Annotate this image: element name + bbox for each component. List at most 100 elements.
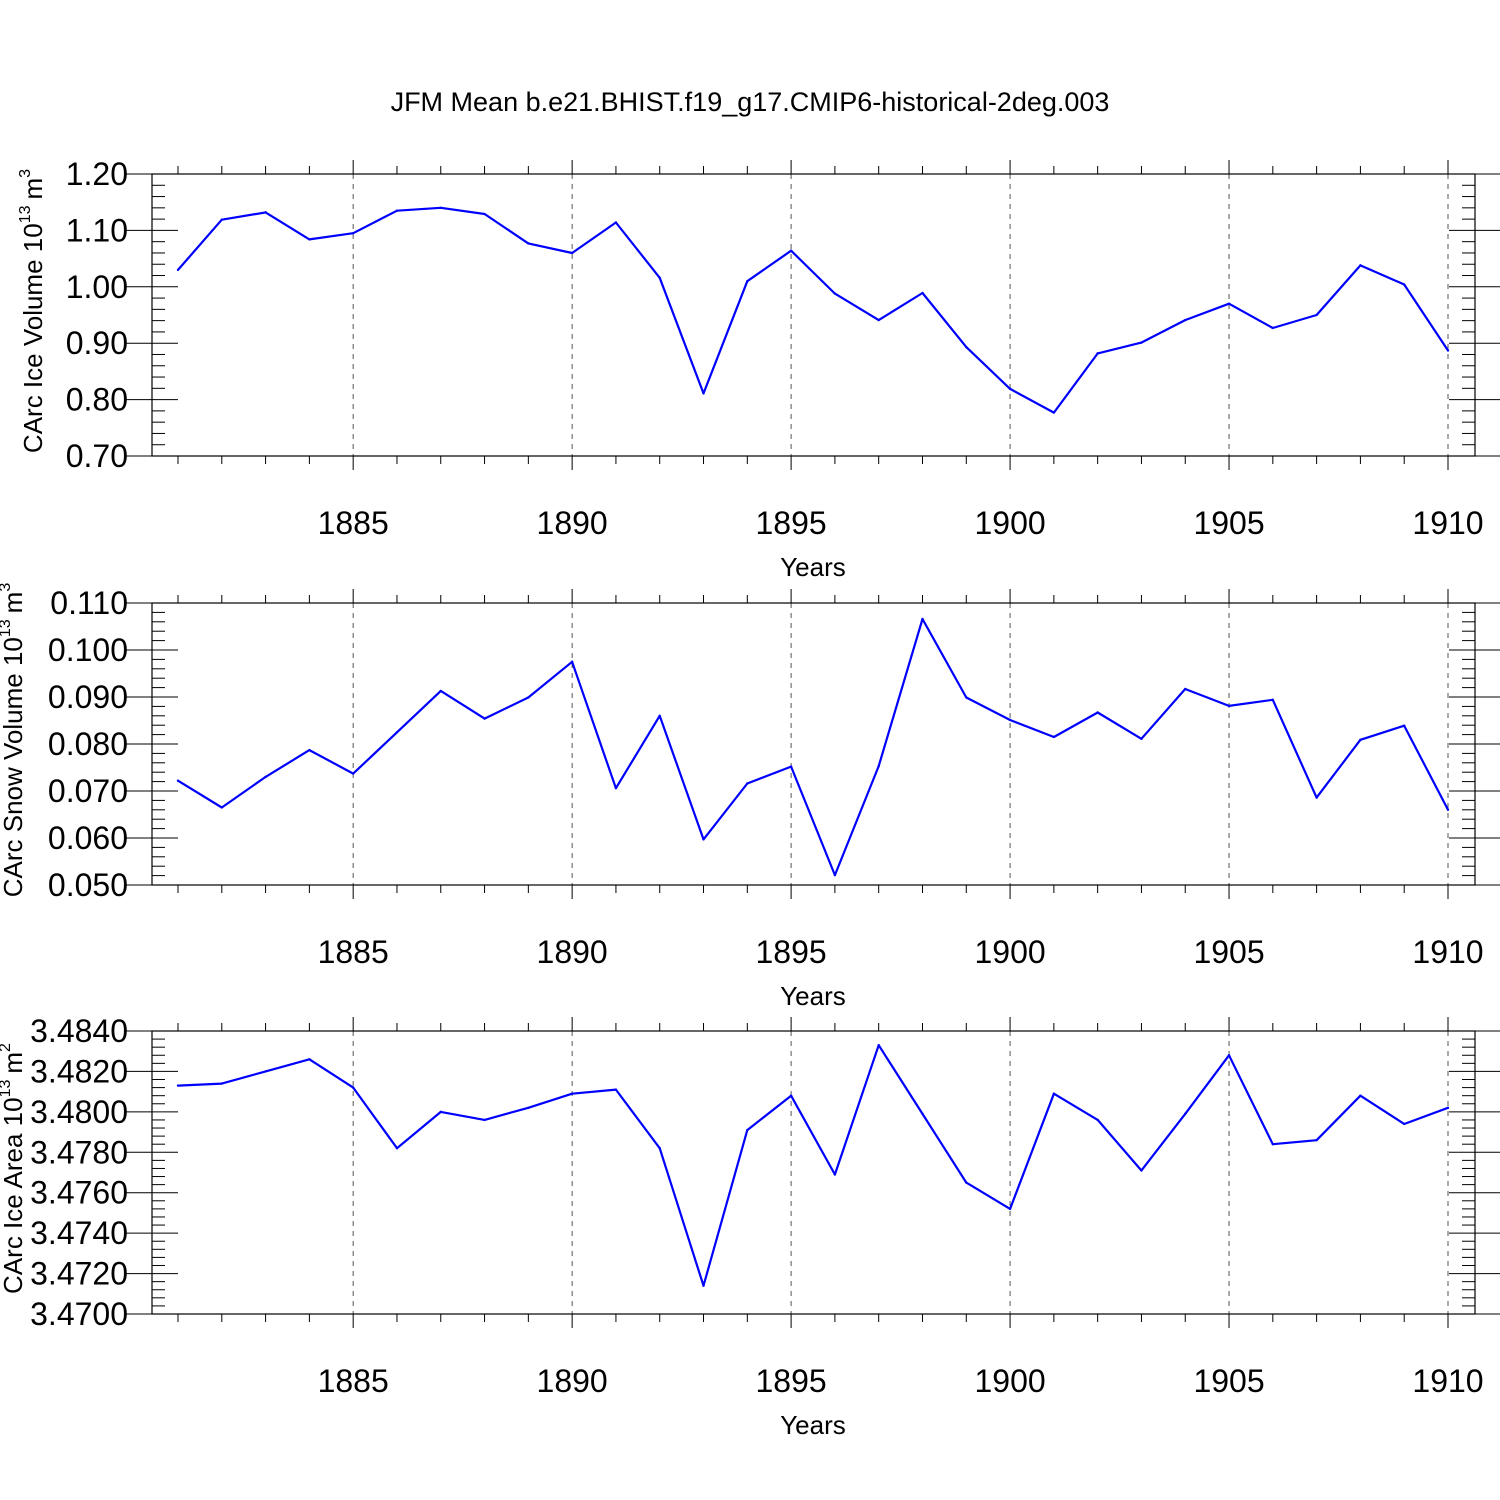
y-tick-label: 0.050: [48, 867, 128, 903]
y-tick-label: 1.00: [66, 269, 128, 305]
data-point: [1096, 352, 1099, 355]
data-point: [1403, 1122, 1406, 1126]
data-point: [308, 238, 311, 241]
y-tick-label: 0.80: [66, 382, 128, 418]
data-point: [1315, 796, 1318, 799]
x-axis-label: Years: [780, 1410, 846, 1440]
data-point: [1052, 411, 1056, 414]
data-point: [614, 221, 618, 224]
y-tick-label: 3.4780: [30, 1134, 128, 1170]
data-point: [965, 345, 968, 349]
data-point: [176, 779, 180, 782]
data-point: [921, 1112, 924, 1116]
y-tick-label: 0.080: [48, 726, 128, 762]
y-axis-label: CArc Snow Volume 1013 m3: [0, 583, 28, 898]
y-tick-label: 0.90: [66, 325, 128, 361]
y-tick-label: 3.4700: [30, 1296, 128, 1332]
y-tick-label: 0.070: [48, 773, 128, 809]
data-point: [1008, 718, 1012, 722]
data-point: [176, 1084, 180, 1087]
data-point: [877, 1043, 880, 1047]
y-tick-label: 0.090: [48, 679, 128, 715]
y-tick-label: 0.70: [66, 438, 128, 474]
y-axis-label-main: CArc Ice Area 10: [0, 1097, 28, 1294]
data-point: [1227, 1054, 1231, 1057]
data-point: [789, 1094, 793, 1097]
y-tick-label: 1.10: [66, 212, 128, 248]
data-point: [658, 714, 661, 717]
data-point: [1359, 1094, 1362, 1097]
panel-snow-volume: 1885 1890 1895 1900 1905 1910 Years 0.050 0.060 0…: [0, 583, 1500, 1011]
data-point: [395, 209, 399, 212]
x-tick-label: 1910: [1412, 1363, 1483, 1399]
data-point: [1359, 738, 1362, 741]
data-point: [176, 268, 180, 272]
x-tick-label: 1890: [537, 1363, 608, 1399]
y-axis-label-unit: m: [0, 592, 28, 614]
data-point: [1271, 698, 1275, 702]
data-point: [1096, 1118, 1099, 1122]
y-axis-label-unit-exponent: 2: [0, 1043, 14, 1052]
x-tick-label: 1905: [1193, 505, 1264, 541]
data-point: [702, 1284, 705, 1287]
data-point: [1052, 1092, 1056, 1095]
y-tick-label: 1.20: [66, 156, 128, 192]
x-tick-label: 1885: [318, 1363, 389, 1399]
x-tick-label: 1895: [756, 934, 827, 970]
y-axis-label-main: CArc Snow Volume 10: [0, 637, 28, 897]
data-point: [965, 1181, 968, 1184]
y-axis-label-unit-exponent: 3: [17, 169, 34, 178]
data-point: [833, 292, 837, 295]
x-tick-label: 1905: [1193, 934, 1264, 970]
data-point: [308, 748, 311, 752]
data-point: [308, 1058, 311, 1061]
data-point: [614, 1088, 618, 1091]
data-point: [570, 251, 574, 255]
data-point: [1140, 341, 1143, 344]
data-point: [965, 696, 968, 699]
data-point: [220, 1082, 223, 1085]
y-tick-label: 3.4720: [30, 1256, 128, 1292]
data-point: [483, 717, 486, 720]
figure-title: JFM Mean b.e21.BHIST.f19_g17.CMIP6-histo…: [391, 87, 1110, 117]
y-tick-label: 0.060: [48, 820, 128, 856]
y-axis-label-main: CArc Ice Volume 10: [18, 223, 48, 453]
y-axis-label-unit: m: [0, 1052, 28, 1074]
panel-ice-area: 1885 1890 1895 1900 1905 1910 Years 3.4700 3.472…: [0, 1013, 1500, 1440]
data-point: [395, 731, 399, 734]
data-point: [483, 1118, 486, 1122]
data-point: [1271, 326, 1275, 330]
x-axis-label: Years: [780, 981, 846, 1011]
data-point: [1403, 724, 1406, 727]
data-point: [439, 206, 442, 210]
data-point: [570, 660, 574, 663]
y-axis-label-exponent: 13: [0, 1080, 14, 1098]
data-point: [1184, 318, 1187, 322]
data-point: [1140, 737, 1143, 741]
x-tick-label: 1890: [537, 934, 608, 970]
series-line: [177, 1044, 1449, 1287]
data-point: [351, 772, 355, 775]
x-tick-label: 1895: [756, 505, 827, 541]
y-tick-label: 3.4800: [30, 1094, 128, 1130]
y-axis-label: CArc Ice Volume 1013 m3: [17, 169, 48, 453]
data-point: [658, 1147, 661, 1150]
data-point: [1359, 264, 1362, 267]
data-point: [833, 1173, 837, 1176]
plot-frame: [151, 602, 1476, 886]
x-axis-label: Years: [780, 552, 846, 582]
y-tick-label: 3.4820: [30, 1053, 128, 1089]
y-tick-label: 0.110: [50, 585, 128, 621]
data-point: [220, 806, 223, 809]
data-point: [264, 1070, 267, 1073]
data-point: [746, 1128, 749, 1132]
data-point: [789, 249, 793, 252]
y-axis-label-exponent: 13: [0, 619, 14, 637]
data-point: [877, 318, 880, 322]
data-point: [351, 232, 355, 235]
data-point: [1008, 387, 1012, 391]
y-tick-label: 3.4760: [30, 1175, 128, 1211]
data-point: [1271, 1143, 1275, 1146]
y-tick-label: 3.4840: [30, 1013, 128, 1049]
panel-ice-volume: 1885 1890 1895 1900 1905 1910 Years 0.70 0.80 0.9…: [17, 156, 1500, 582]
